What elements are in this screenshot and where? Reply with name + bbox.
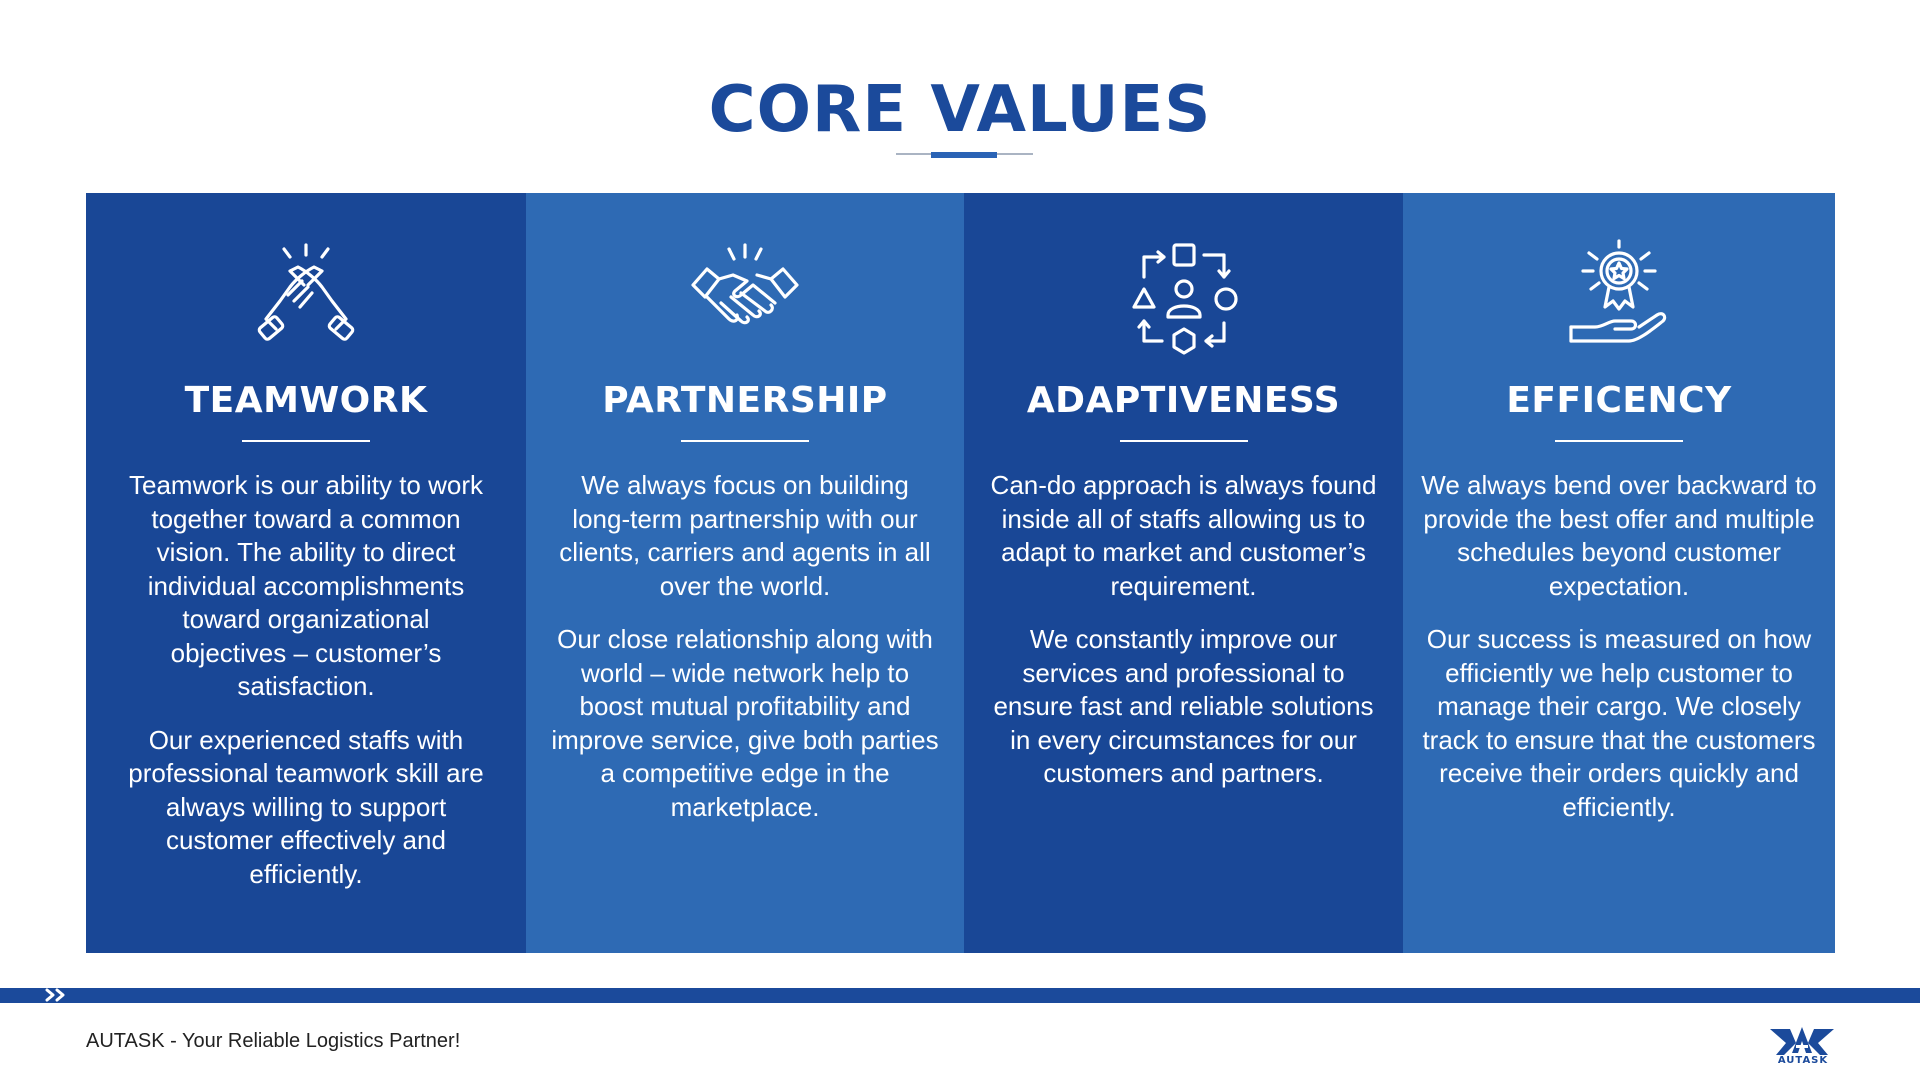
- value-paragraph: We always bend over backward to provide …: [1421, 470, 1817, 601]
- value-paragraph: We constantly improve our services and p…: [993, 624, 1374, 788]
- value-card-teamwork: TEAMWORK Teamwork is our ability to work…: [86, 193, 526, 953]
- teamwork-icon: [246, 237, 366, 357]
- footer-tagline: AUTASK - Your Reliable Logistics Partner…: [86, 1030, 461, 1052]
- handshake-icon: [685, 237, 805, 357]
- award-hand-icon: [1559, 237, 1679, 357]
- title-divider-accent: [931, 152, 997, 158]
- heading-divider: [1555, 440, 1683, 442]
- logo-wordmark: AUTASK: [1777, 1055, 1829, 1066]
- value-card-adaptiveness: ADAPTIVENESS Can-do approach is always f…: [964, 193, 1403, 953]
- value-description: Teamwork is our ability to work together…: [126, 469, 486, 911]
- value-paragraph: Our experienced staffs with professional…: [128, 724, 484, 889]
- value-paragraph: Can-do approach is always found inside a…: [990, 470, 1377, 601]
- value-paragraph: Teamwork is our ability to work together…: [129, 470, 483, 701]
- footer-bar: [0, 988, 1920, 1003]
- page-title: CORE VALUES: [708, 73, 1212, 147]
- adapt-cycle-icon: [1124, 237, 1244, 357]
- value-heading: ADAPTIVENESS: [1026, 380, 1341, 421]
- heading-divider: [681, 440, 809, 442]
- value-description: Can-do approach is always found inside a…: [982, 469, 1385, 811]
- autask-logo: [1770, 1027, 1834, 1055]
- value-heading: EFFICENCY: [1506, 380, 1732, 421]
- double-chevron-icon: [45, 988, 65, 1002]
- value-description: We always bend over backward to provide …: [1419, 469, 1819, 844]
- value-heading: TEAMWORK: [184, 380, 428, 421]
- value-card-efficency: EFFICENCY We always bend over backward t…: [1403, 193, 1835, 953]
- value-paragraph: Our success is measured on how efficient…: [1422, 624, 1816, 822]
- value-paragraph: We always focus on building long-term pa…: [559, 470, 931, 601]
- heading-divider: [242, 440, 370, 442]
- value-heading: PARTNERSHIP: [602, 380, 888, 421]
- value-card-partnership: PARTNERSHIP We always focus on building …: [526, 193, 964, 953]
- value-paragraph: Our close relationship along with world …: [551, 624, 939, 822]
- heading-divider: [1119, 440, 1248, 442]
- value-description: We always focus on building long-term pa…: [550, 469, 940, 844]
